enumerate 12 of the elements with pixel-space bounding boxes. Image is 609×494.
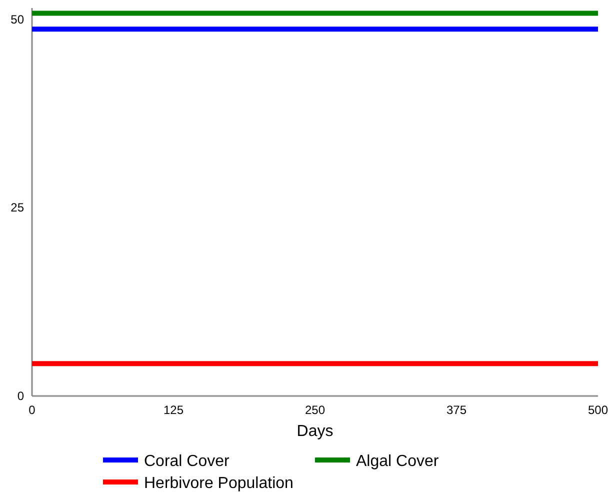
y-tick-label: 50 [10, 12, 24, 26]
x-tick-label: 125 [163, 403, 184, 417]
legend-label: Coral Cover [144, 453, 230, 470]
x-tick-label: 250 [304, 403, 326, 417]
y-tick-label: 25 [10, 200, 24, 215]
x-tick-label: 500 [588, 403, 608, 417]
y-tick-label: 0 [17, 389, 24, 403]
x-tick-label: 0 [28, 403, 36, 417]
x-axis-title: Days [296, 423, 334, 440]
legend-label: Algal Cover [356, 453, 440, 470]
legend-label: Herbivore Population [144, 475, 294, 492]
x-tick-label: 375 [446, 403, 467, 417]
